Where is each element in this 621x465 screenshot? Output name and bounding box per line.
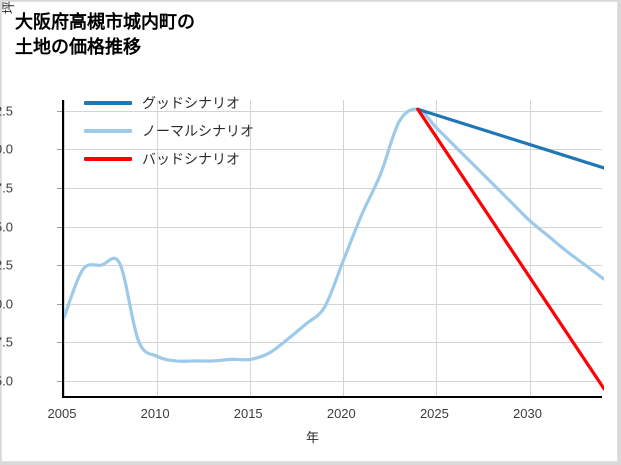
series-layer	[62, 100, 606, 396]
page-title: 大阪府高槻市城内町の 土地の価格推移	[15, 12, 195, 57]
legend-color-swatch	[84, 100, 132, 105]
x-tick-label: 2005	[47, 406, 77, 421]
gridline-horizontal	[64, 188, 602, 189]
y-tick-mark	[57, 303, 62, 305]
y-tick-mark	[57, 381, 62, 382]
y-tick-mark	[57, 265, 62, 267]
legend-item-label: ノーマルシナリオ	[142, 122, 254, 139]
y-tick-mark	[57, 188, 62, 189]
y-tick-mark	[57, 342, 62, 344]
x-tick-label: 2020	[326, 406, 356, 421]
y-tick-mark	[57, 110, 62, 112]
gridline-horizontal	[64, 226, 602, 228]
gridline-vertical	[529, 100, 531, 396]
x-tick-label: 2010	[140, 406, 170, 421]
gridline-horizontal	[64, 342, 602, 344]
gridline-horizontal	[64, 265, 602, 267]
series-svg	[62, 107, 606, 391]
gridline-horizontal	[64, 110, 602, 112]
y-tick-label: 75.0	[0, 219, 13, 235]
y-tick-label: 65.0	[0, 373, 13, 389]
chart-legend: グッドシナリオ ノーマルシナリオ バッドシナリオ	[84, 90, 254, 171]
y-tick-label: 67.5	[0, 334, 13, 350]
series-line	[416, 107, 606, 391]
x-tick-label: 2025	[419, 406, 449, 421]
x-tick-label: 2015	[233, 406, 263, 421]
legend-item-label: グッドシナリオ	[142, 94, 240, 111]
x-tick-label: 2030	[513, 406, 542, 421]
legend-color-swatch	[84, 156, 132, 161]
gridline-vertical	[343, 100, 345, 396]
gridlines	[64, 100, 602, 396]
y-tick-label: 72.5	[0, 257, 13, 273]
gridline-vertical	[64, 100, 65, 396]
y-tick-label: 77.5	[0, 180, 13, 196]
gridline-vertical	[157, 100, 159, 396]
plot-area	[62, 100, 606, 398]
series-line	[62, 107, 606, 363]
legend-item[interactable]: バッドシナリオ	[84, 146, 254, 171]
legend-item[interactable]: グッドシナリオ	[84, 90, 254, 115]
y-tick-mark	[57, 149, 62, 151]
legend-item-label: バッドシナリオ	[142, 150, 240, 167]
gridline-vertical	[436, 100, 438, 396]
y-tick-label: 80.0	[0, 141, 13, 157]
legend-item[interactable]: ノーマルシナリオ	[84, 118, 254, 143]
gridline-vertical	[250, 100, 252, 396]
series-line	[416, 107, 606, 170]
y-tick-label: 70.0	[0, 296, 13, 312]
x-axis-label: 年	[305, 430, 319, 445]
gridline-horizontal	[64, 381, 602, 382]
legend-color-swatch	[84, 128, 132, 133]
gridline-horizontal	[64, 149, 602, 151]
gridline-horizontal	[64, 303, 602, 305]
y-tick-mark	[57, 226, 62, 228]
y-axis-label: 坪 (3.3㎡) 単価 (万円)	[0, 0, 17, 102]
y-tick-label: 82.5	[0, 103, 13, 119]
